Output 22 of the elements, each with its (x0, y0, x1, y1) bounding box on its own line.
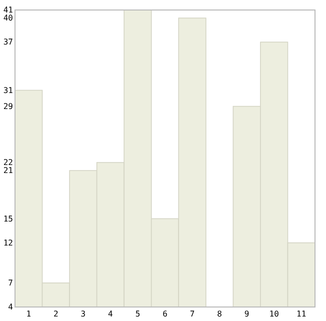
x-tick-label: 11 (296, 310, 306, 319)
x-tick-label: 1 (26, 310, 32, 319)
y-tick-label: 41 (3, 6, 14, 15)
y-tick-label: 12 (3, 238, 14, 248)
y-tick-label: 40 (3, 14, 14, 23)
x-tick-label: 3 (80, 310, 86, 319)
x-tick-label: 10 (269, 310, 280, 319)
y-tick-label: 37 (3, 38, 14, 47)
x-tick-label: 5 (135, 310, 140, 319)
y-tick-label: 22 (3, 158, 14, 168)
y-tick-label: 21 (3, 166, 14, 176)
x-tick-label: 9 (244, 310, 250, 319)
y-tick-label: 4 (8, 302, 14, 312)
y-tick-label: 15 (3, 214, 14, 224)
x-tick-label: 8 (217, 310, 222, 319)
x-tick-label: 6 (162, 310, 168, 319)
x-tick-label: 2 (53, 310, 58, 319)
x-tick-label: 7 (190, 310, 195, 319)
y-tick-label: 31 (3, 86, 14, 95)
x-tick-label: 4 (108, 310, 114, 319)
y-tick-label: 7 (8, 278, 14, 288)
y-tick-label: 29 (3, 102, 14, 111)
